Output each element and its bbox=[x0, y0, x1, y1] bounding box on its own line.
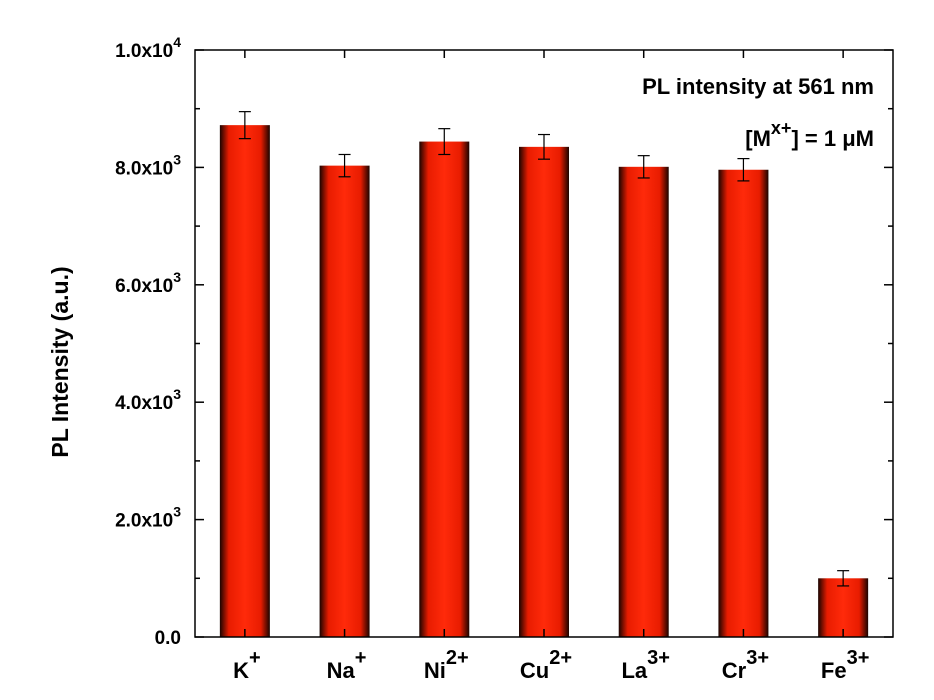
bar-cr bbox=[718, 169, 769, 638]
error-bar-na bbox=[338, 153, 351, 178]
error-bar-la bbox=[637, 155, 650, 179]
error-bars-group bbox=[238, 111, 850, 587]
annotation-line-2-prefix: [M bbox=[745, 126, 771, 151]
x-tick-label-fe: Fe3+ bbox=[821, 647, 870, 683]
x-ticks-group: K+ Na+ Ni2+ Cu2+ La3+ Cr3+ Fe3+ bbox=[233, 647, 869, 683]
bar-cu bbox=[519, 146, 569, 638]
error-bar-k bbox=[238, 111, 251, 140]
error-bar-ni bbox=[438, 128, 451, 156]
y-tick-label: 4.0x103 bbox=[115, 386, 181, 414]
annotation-line-2: [Mx+] = 1 μM bbox=[745, 118, 874, 151]
x-tick-label-cr: Cr3+ bbox=[722, 647, 769, 683]
x-tick-label-cu: Cu2+ bbox=[520, 647, 572, 683]
bars-group bbox=[219, 125, 869, 638]
annotation-line-2-suffix: ] = 1 μM bbox=[791, 126, 874, 151]
error-bar-cu bbox=[538, 133, 550, 160]
bar-na bbox=[319, 165, 370, 638]
bar-k bbox=[219, 125, 270, 638]
y-tick-label: 6.0x103 bbox=[115, 269, 181, 297]
bar-fe bbox=[818, 578, 869, 637]
y-ticks-group: 0.0 2.0x103 4.0x103 6.0x103 8.0x103 1.0x104 bbox=[115, 34, 181, 649]
y-axis-title: PL Intensity (a.u.) bbox=[47, 266, 73, 457]
x-tick-label-la: La3+ bbox=[621, 647, 670, 683]
annotation-line-2-sup: x+ bbox=[771, 118, 792, 138]
y-tick-label: 1.0x104 bbox=[115, 34, 181, 62]
y-tick-label: 8.0x103 bbox=[115, 151, 181, 179]
x-tick-label-k: K+ bbox=[233, 647, 261, 683]
error-bar-fe bbox=[837, 570, 850, 587]
bar-ni bbox=[419, 141, 470, 637]
annotation-line-1: PL intensity at 561 nm bbox=[642, 74, 874, 99]
x-tick-label-na: Na+ bbox=[327, 647, 367, 683]
x-tick-label-ni: Ni2+ bbox=[424, 647, 469, 683]
error-bar-cr bbox=[737, 157, 750, 182]
axes-group bbox=[194, 49, 894, 638]
bar-la bbox=[618, 166, 669, 638]
y-tick-label: 2.0x103 bbox=[115, 504, 181, 532]
y-tick-label: 0.0 bbox=[155, 628, 181, 649]
